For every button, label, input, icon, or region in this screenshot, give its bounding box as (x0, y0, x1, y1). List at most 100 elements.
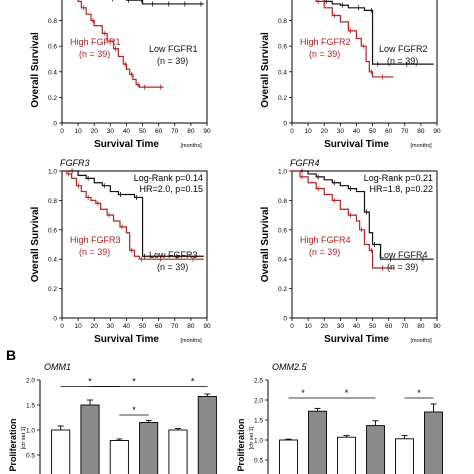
high-group-n: (n = 39) (309, 49, 340, 59)
bar-chart-title: OMM2.5 (272, 362, 308, 372)
low-group-n: (n = 39) (157, 262, 188, 272)
low-survival-curve (323, 0, 434, 65)
y-tick-label: 1.0 (254, 438, 263, 445)
x-tick-label: 70 (171, 128, 179, 135)
y-tick-label: 0.2 (48, 286, 57, 293)
y-tick-label: 1.0 (48, 169, 57, 176)
high-group-n: (n = 39) (79, 49, 110, 59)
y-tick-label: 0.6 (48, 44, 57, 51)
x-axis-label: Survival Time (94, 139, 159, 150)
hazard-ratio-text: HR=2.0, p=0.15 (139, 184, 203, 194)
x-tick-label: 60 (385, 323, 393, 330)
y-axis-label: Proliferation (8, 418, 18, 471)
x-tick-label: 0 (60, 323, 64, 330)
x-tick-label: 70 (401, 128, 409, 135)
y-tick-label: 0 (53, 316, 57, 323)
x-tick-label: 40 (353, 128, 361, 135)
x-axis-unit: [months] (181, 143, 203, 149)
low-group-label: Low FGFR1 (149, 44, 198, 54)
y-axis-label: Overall Survival (30, 32, 41, 108)
low-group-label: Low FGFR3 (149, 250, 198, 260)
bar (168, 429, 188, 474)
x-tick-label: 80 (187, 323, 195, 330)
y-axis-unit: [ctr set 1] (249, 426, 255, 449)
y-tick-label: 2.5 (254, 378, 263, 385)
x-tick-label: 20 (321, 323, 329, 330)
x-axis-unit: [months] (181, 338, 203, 344)
logrank-text: Log-Rank p=0.21 (364, 173, 433, 183)
bar (337, 436, 356, 474)
plot-frame (61, 170, 208, 319)
low-survival-curve (125, 0, 204, 5)
x-tick-label: 30 (107, 323, 115, 330)
y-tick-label: 0.4 (278, 69, 287, 76)
high-group-n: (n = 39) (309, 247, 340, 257)
x-tick-label: 10 (74, 323, 82, 330)
x-tick-label: 10 (304, 323, 312, 330)
panel-b-label: B (6, 347, 16, 363)
panel-title: FGFR3 (60, 158, 90, 168)
x-axis-label: Survival Time (324, 334, 389, 345)
x-tick-label: 50 (369, 128, 377, 135)
x-axis-label: Survival Time (324, 139, 389, 150)
high-group-label: High FGFR1 (70, 37, 121, 47)
x-tick-label: 50 (139, 323, 147, 330)
x-tick-label: 20 (91, 128, 99, 135)
low-survival-curve (292, 170, 434, 260)
significance-star: * (88, 377, 92, 387)
x-tick-label: 40 (123, 128, 131, 135)
x-tick-label: 50 (139, 128, 147, 135)
hazard-ratio-text: HR=1.8, p=0.22 (369, 184, 433, 194)
x-tick-label: 80 (417, 128, 425, 135)
high-group-label: High FGFR3 (70, 235, 121, 245)
x-tick-label: 0 (290, 128, 294, 135)
y-tick-label: 1.0 (26, 428, 35, 435)
plot-frame (291, 0, 438, 124)
low-group-n: (n = 39) (387, 262, 418, 272)
x-axis-unit: [months] (411, 143, 433, 149)
x-tick-label: 0 (60, 128, 64, 135)
bar (80, 404, 100, 474)
y-tick-label: 0.2 (278, 286, 287, 293)
x-tick-label: 20 (321, 128, 329, 135)
x-tick-label: 10 (304, 128, 312, 135)
bar (424, 411, 443, 474)
x-tick-label: 50 (369, 323, 377, 330)
bar (197, 396, 217, 474)
bar (308, 410, 327, 474)
y-axis-unit: [ctr set 1] (21, 426, 27, 449)
x-tick-label: 10 (74, 128, 82, 135)
y-tick-label: 0.4 (48, 257, 57, 264)
y-tick-label: 1.5 (254, 418, 263, 425)
y-tick-label: 1.0 (278, 169, 287, 176)
x-tick-label: 40 (123, 323, 131, 330)
low-group-label: Low FGFR4 (379, 250, 428, 260)
low-group-label: Low FGFR2 (379, 44, 428, 54)
km-panel-4: 0 0.2 0.4 0.6 0.8 1.0 0 10 20 30 40 50 60 70 80 90 Overa… (260, 158, 441, 345)
x-tick-label: 30 (107, 128, 115, 135)
bar (51, 429, 71, 474)
km-panel-2: 0 0.2 0.4 0.6 0.8 0 10 20 30 40 50 60 70 80 90 Overall … (260, 0, 441, 150)
x-tick-label: 90 (433, 323, 441, 330)
x-tick-label: 30 (337, 323, 345, 330)
significance-star: * (132, 405, 136, 415)
y-tick-label: 0.8 (48, 198, 57, 205)
y-axis-label: Overall Survival (30, 206, 41, 282)
y-tick-label: 0.4 (278, 257, 287, 264)
y-axis-label: Overall Survival (260, 32, 271, 108)
x-tick-label: 90 (203, 128, 211, 135)
plot-frame (61, 0, 208, 124)
bar (395, 438, 414, 474)
y-tick-label: 1.5 (26, 403, 35, 410)
significance-star: * (132, 377, 136, 387)
y-tick-label: 0.8 (278, 18, 287, 25)
bar-chart-omm25: OMM2.5 0.5 1.0 1.5 2.0 2.5 Proliferation [ctr s… (236, 362, 443, 474)
y-tick-label: 0.6 (278, 227, 287, 234)
significance-star: * (191, 377, 195, 387)
x-tick-label: 60 (155, 128, 163, 135)
y-tick-label: 0.2 (278, 95, 287, 102)
low-group-n: (n = 39) (157, 56, 188, 66)
low-group-n: (n = 39) (387, 56, 418, 66)
